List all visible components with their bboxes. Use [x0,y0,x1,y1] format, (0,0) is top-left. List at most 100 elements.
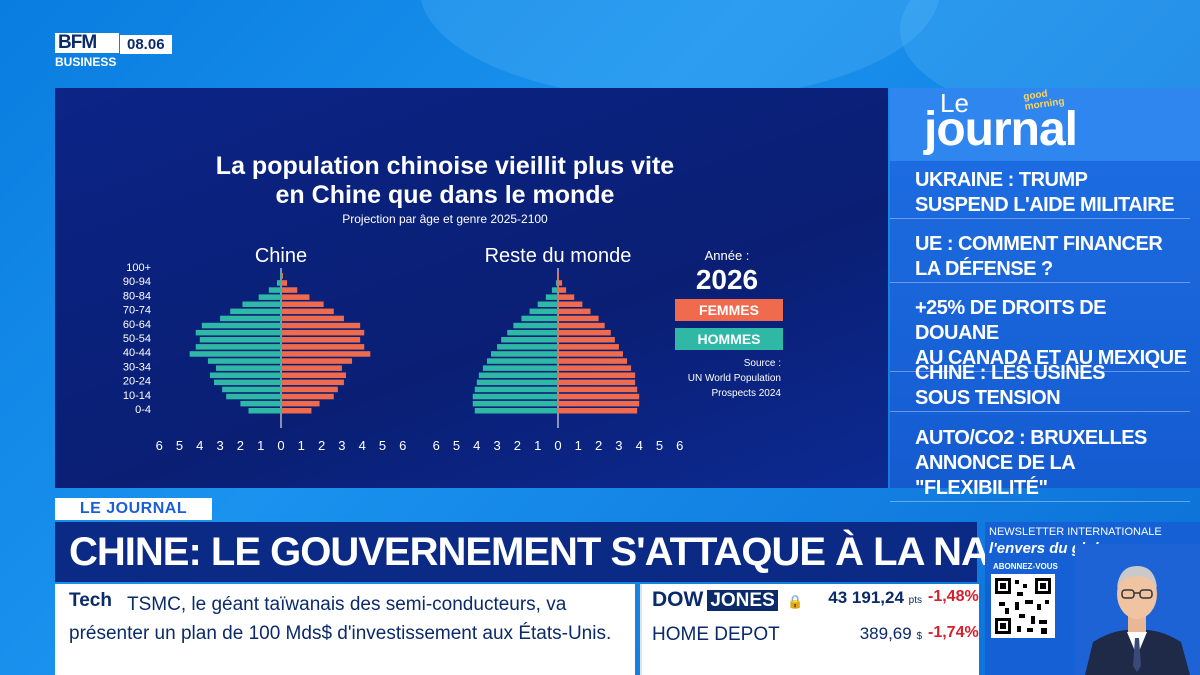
bar-women [558,344,619,350]
x-tick-label: 3 [216,438,223,453]
market-row-stock: HOME DEPOT 389,69 $ -1,74% [652,622,979,652]
news-item-line1: +25% DE DROITS DE DOUANE [915,297,1107,344]
bar-men [501,337,558,343]
bfm-business-logo: BFM BUSINESS [55,33,119,73]
age-tick-label: 10-14 [123,390,151,402]
bar-men [529,308,558,315]
index-name: DOW JONES 🔒 [652,588,803,612]
bar-men [216,365,281,371]
bar-men [482,365,558,371]
news-item[interactable]: +25% DE DROITS DE DOUANE AU CANADA ET AU… [890,296,1190,372]
bar-men [189,351,281,357]
index-change: -1,48% [928,588,979,605]
bar-men [474,408,558,414]
bar-women [281,322,361,329]
bar-women [281,315,344,322]
stock-change: -1,74% [928,624,979,641]
news-item-line2: SOUS TENSION [915,387,1061,409]
chart-title: La population chinoise vieillit plus vit… [55,152,835,210]
x-tick-label: 5 [453,438,460,453]
bar-men [268,287,281,293]
infographic-panel: La population chinoise vieillit plus vit… [55,88,888,488]
news-item-line1: CHINE : LES USINES [915,362,1105,384]
age-tick-label: 60-64 [123,319,151,331]
bar-men [472,393,558,400]
news-item-line2: LA DÉFENSE ? [915,258,1053,280]
chart-title-line2: en Chine que dans le monde [275,181,615,209]
index-value-number: 43 191,24 [828,588,904,607]
bar-men [555,280,558,286]
x-tick-label: 1 [298,438,305,453]
bar-men [476,379,558,386]
section-tag: LE JOURNAL [55,498,212,520]
bar-men [276,280,281,286]
bar-men [513,322,558,329]
bar-women [558,301,583,307]
x-tick-label: 4 [359,438,366,453]
bar-women [281,280,288,286]
bar-women [281,358,353,364]
x-tick-label: 6 [156,438,163,453]
bar-women [558,329,611,336]
market-ticker: DOW JONES 🔒 43 191,24 pts -1,48% HOME DEP… [640,584,979,675]
bar-men [220,315,281,322]
x-tick-label: 5 [379,438,386,453]
x-tick-label: 2 [318,438,325,453]
x-tick-label: 4 [473,438,480,453]
bar-men [472,400,558,407]
lock-icon: 🔒 [787,594,804,609]
bar-men [507,329,558,336]
pyramid-title: Reste du monde [485,245,632,267]
bar-men [199,337,281,343]
bar-women [281,287,298,293]
ticker-text: TSMC, le géant taïwanais des semi-conduc… [69,594,612,644]
news-item-line1: AUTO/CO2 : BRUXELLES [915,427,1147,449]
news-item[interactable]: CHINE : LES USINES SOUS TENSION [890,361,1190,412]
age-tick-label: 80-84 [123,290,151,302]
bar-men [207,358,281,364]
source-line2: UN World Population [688,373,781,384]
news-ticker: Tech TSMC, le géant taïwanais des semi-c… [55,584,635,675]
bar-women [558,393,640,400]
x-tick-label: 2 [237,438,244,453]
legend-men-label: HOMMES [698,331,761,347]
x-tick-label: 3 [493,438,500,453]
background-decoration [420,0,940,100]
bar-men [521,315,558,322]
bar-women [558,315,599,322]
bar-women [281,301,324,307]
bar-women [281,400,320,407]
legend-men-swatch [675,328,783,350]
newsletter-promo[interactable]: NEWSLETTER INTERNATIONALE l'envers du gl… [985,522,1200,675]
bar-women [281,393,334,400]
bar-men [222,386,281,393]
journal-header: Le journal good morning [890,88,1200,161]
bar-women [281,344,365,350]
news-item[interactable]: AUTO/CO2 : BRUXELLES ANNONCE DE LA "FLEX… [890,426,1190,502]
bar-men [201,322,281,329]
bar-men [279,273,281,279]
bar-women [281,379,344,386]
news-item[interactable]: UKRAINE : TRUMP SUSPEND L'AIDE MILITAIRE [890,168,1190,219]
year-value: 2026 [696,264,758,295]
news-item[interactable]: UE : COMMENT FINANCER LA DÉFENSE ? [890,232,1190,283]
news-item-line1: UKRAINE : TRUMP [915,169,1088,191]
stock-name: HOME DEPOT [652,624,780,645]
x-tick-label: 6 [676,438,683,453]
x-tick-label: 4 [636,438,643,453]
bar-women [281,273,284,279]
bar-men [214,379,281,386]
pyramid-title: Chine [255,245,307,267]
x-tick-label: 6 [399,438,406,453]
bar-women [558,273,560,279]
bar-women [281,365,342,371]
journal-panel: Le journal good morning UKRAINE : TRUMP … [890,88,1200,502]
qr-code[interactable] [991,574,1055,638]
bar-men [258,294,281,300]
bar-women [558,308,591,315]
news-item-line2: AU CANADA ET AU MEXIQUE [915,347,1187,369]
bar-women [281,329,365,336]
stock-unit: $ [916,631,922,642]
market-row-dow: DOW JONES 🔒 43 191,24 pts -1,48% [652,586,979,616]
bar-men [491,351,558,357]
